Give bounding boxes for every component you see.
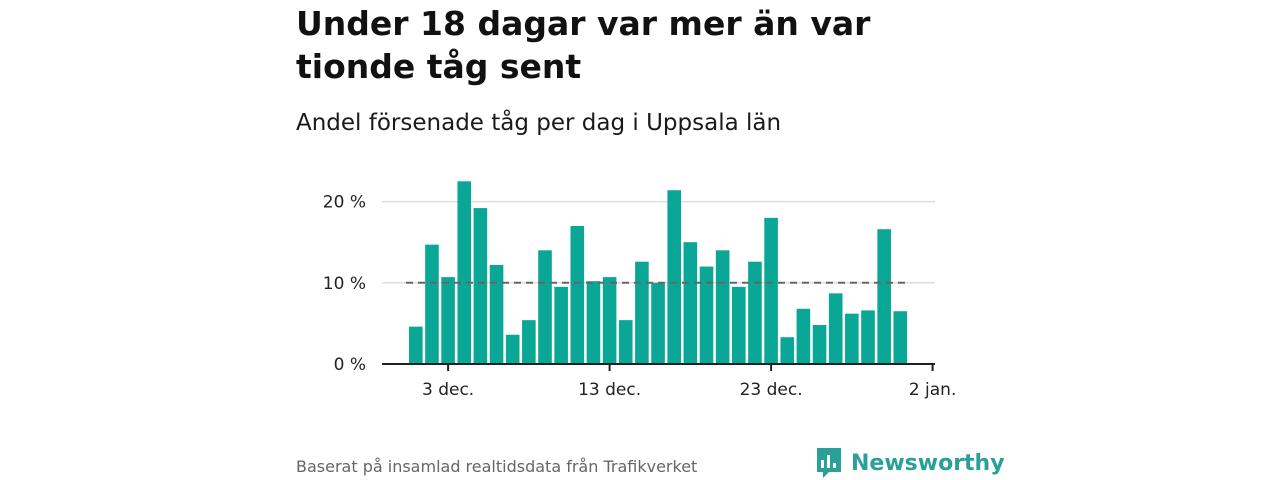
bar xyxy=(764,217,778,364)
bar xyxy=(554,286,568,364)
bar xyxy=(877,229,891,364)
x-tick-label: 23 dec. xyxy=(740,380,803,400)
bar xyxy=(409,326,423,364)
bar xyxy=(505,334,520,364)
bar xyxy=(457,181,472,364)
bar xyxy=(699,266,714,364)
brand-name: Newsworthy xyxy=(851,450,1005,476)
newsworthy-logo-icon xyxy=(817,448,841,478)
bar xyxy=(586,281,601,364)
bars xyxy=(409,181,908,364)
bar xyxy=(651,282,665,364)
bar xyxy=(570,225,585,364)
bar xyxy=(538,250,552,364)
y-tick-label: 10 % xyxy=(323,274,366,294)
chart-title: Under 18 dagar var mer än var tionde tåg… xyxy=(296,4,871,86)
bar xyxy=(780,337,795,364)
bar xyxy=(796,308,811,364)
x-tick-label: 2 jan. xyxy=(909,380,957,400)
bar xyxy=(715,250,730,364)
bar xyxy=(732,286,746,364)
bar xyxy=(812,325,827,364)
bar xyxy=(635,261,649,364)
axes: 0 % 10 % 20 % 3 dec. 13 dec. 23 dec. 2 jan. xyxy=(323,193,957,400)
bar xyxy=(473,208,488,364)
chart-subtitle: Andel försenade tåg per dag i Uppsala lä… xyxy=(296,110,782,136)
bar xyxy=(748,261,762,364)
bar xyxy=(522,320,536,364)
brand-logo: Newsworthy xyxy=(815,446,1005,480)
bar xyxy=(602,277,617,364)
bar xyxy=(425,244,439,364)
bar xyxy=(618,320,633,364)
bar xyxy=(441,277,455,364)
y-tick-label: 0 % xyxy=(334,355,366,375)
bar xyxy=(828,293,843,364)
bar xyxy=(893,311,908,364)
x-tick-label: 13 dec. xyxy=(578,380,641,400)
bar xyxy=(845,313,859,364)
bar xyxy=(489,264,504,364)
bar xyxy=(667,190,681,364)
source-note: Baserat på insamlad realtidsdata från Tr… xyxy=(296,457,698,476)
y-tick-label: 20 % xyxy=(323,193,366,213)
bar xyxy=(861,310,875,364)
x-tick-label: 3 dec. xyxy=(422,380,474,400)
bar xyxy=(683,242,698,364)
